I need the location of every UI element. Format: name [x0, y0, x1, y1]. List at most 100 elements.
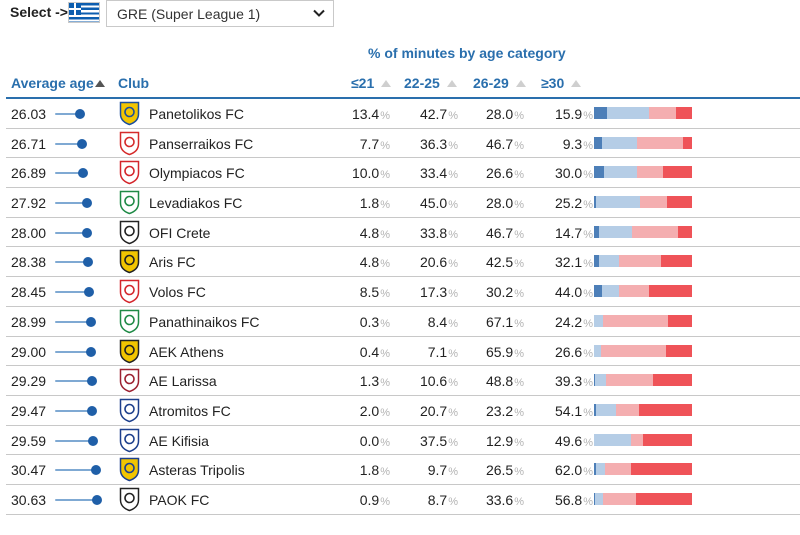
pct-30-plus-value: 39.3: [554, 373, 583, 390]
greece-flag-icon[interactable]: [68, 2, 100, 23]
club-name[interactable]: OFI Crete: [149, 224, 211, 241]
club-name[interactable]: AEK Athens: [149, 343, 224, 360]
club-name[interactable]: Olympiacos FC: [149, 165, 245, 182]
club-name[interactable]: Atromitos FC: [149, 402, 231, 419]
table-row: 29.00 AEK Athens 0.4% 7.1% 65.9% 26.6%: [6, 337, 800, 367]
table-row: 27.92 Levadiakos FC 1.8% 45.0% 28.0% 25.…: [6, 188, 800, 218]
bar-segment-30-plus: [667, 196, 692, 209]
pct-26-29-value: 23.2: [485, 402, 514, 419]
pct-26-29: 26.5%: [480, 462, 524, 478]
pct-30-plus: 49.6%: [549, 433, 593, 449]
bar-segment-30-plus: [662, 166, 692, 179]
sort-22-25-header[interactable]: 22-25: [404, 75, 457, 91]
u21-header-label: ≤21: [351, 75, 375, 91]
club-name[interactable]: Volos FC: [149, 284, 206, 301]
club-name[interactable]: AE Kifisia: [149, 432, 209, 449]
club-name[interactable]: Panathinaikos FC: [149, 313, 260, 330]
pct-26-29: 48.8%: [480, 373, 524, 389]
pct-symbol: %: [380, 495, 390, 508]
age-indicator-track: [55, 113, 77, 115]
sort-average-age-header[interactable]: Average age: [11, 75, 105, 91]
bar-segment-30-plus: [631, 463, 692, 476]
average-age-indicator: [55, 405, 98, 417]
pct-26-29-value: 42.5: [485, 254, 514, 271]
club-name[interactable]: Aris FC: [149, 254, 196, 271]
club-name[interactable]: Panetolikos FC: [149, 106, 244, 122]
pct-symbol: %: [380, 199, 390, 212]
pct-u21-value: 8.5: [359, 284, 380, 301]
club-name[interactable]: PAOK FC: [149, 491, 210, 508]
pct-symbol: %: [448, 377, 458, 390]
pct-22-25-value: 17.3: [419, 284, 448, 301]
league-dropdown-value: GRE (Super League 1): [117, 6, 261, 22]
pct-30-plus: 9.3%: [549, 136, 593, 152]
pct-30-plus-value: 62.0: [554, 462, 583, 479]
pct-22-25: 7.1%: [414, 344, 458, 360]
26-29-header-label: 26-29: [473, 75, 509, 91]
age-distribution-bar: [594, 196, 692, 209]
age-distribution-bar: [594, 374, 692, 387]
pct-u21: 8.5%: [346, 284, 390, 300]
bar-segment-22-25: [602, 285, 620, 298]
sort-30-plus-header[interactable]: ≥30: [541, 75, 582, 91]
pct-symbol: %: [380, 317, 390, 330]
volos-crest-icon: [119, 279, 140, 304]
bar-segment-u21: [594, 374, 596, 387]
age-distribution-bar: [594, 107, 692, 119]
bar-segment-30-plus: [682, 136, 692, 149]
pct-symbol: %: [380, 466, 390, 479]
pct-22-25-value: 8.4: [427, 313, 448, 330]
club-name[interactable]: Asteras Tripolis: [149, 462, 245, 479]
club-name[interactable]: Levadiakos FC: [149, 195, 243, 212]
sort-icon: [381, 80, 392, 87]
pct-symbol: %: [514, 199, 524, 212]
pct-symbol: %: [380, 406, 390, 419]
pct-symbol: %: [514, 466, 524, 479]
pct-22-25: 9.7%: [414, 462, 458, 478]
average-age-header-label: Average age: [11, 75, 94, 91]
age-indicator-dot: [81, 198, 92, 209]
average-age-indicator: [55, 464, 102, 476]
club-name[interactable]: AE Larissa: [149, 373, 217, 390]
age-distribution-bar: [594, 255, 692, 268]
age-indicator-dot: [83, 287, 94, 298]
pct-symbol: %: [448, 110, 458, 122]
age-indicator-dot: [83, 257, 94, 268]
pct-symbol: %: [514, 110, 524, 122]
average-age-indicator: [55, 286, 97, 298]
age-indicator-track: [55, 409, 90, 412]
sort-u21-header[interactable]: ≤21: [351, 75, 392, 91]
table-row: 28.99 Panathinaikos FC 0.3% 8.4% 67.1% 2…: [6, 307, 800, 337]
pct-30-plus: 14.7%: [549, 225, 593, 241]
league-dropdown[interactable]: GRE (Super League 1): [106, 0, 334, 27]
pct-22-25: 8.7%: [414, 492, 458, 508]
pct-u21: 0.0%: [346, 433, 390, 449]
22-25-header-label: 22-25: [404, 75, 440, 91]
age-distribution-bar: [594, 463, 692, 476]
average-age: 29.47: [11, 402, 47, 419]
bar-segment-22-25: [595, 374, 606, 387]
30-plus-header-label: ≥30: [541, 75, 565, 91]
pct-22-25: 42.7%: [414, 106, 458, 122]
club-name[interactable]: Panserraikos FC: [149, 135, 254, 152]
pct-30-plus: 56.8%: [549, 492, 593, 508]
age-indicator-track: [55, 320, 88, 323]
sort-26-29-header[interactable]: 26-29: [473, 75, 526, 91]
age-indicator-dot: [82, 227, 93, 238]
pct-22-25-value: 8.7: [427, 491, 448, 508]
pct-symbol: %: [380, 436, 390, 449]
select-label: Select ->: [10, 4, 68, 20]
pct-22-25: 37.5%: [414, 433, 458, 449]
panetolikos-crest-icon: [119, 101, 140, 126]
club-header-label: Club: [118, 75, 150, 91]
average-age: 28.99: [11, 313, 47, 330]
bar-segment-26-29: [630, 433, 644, 446]
pct-26-29-value: 33.6: [485, 491, 514, 508]
pct-symbol: %: [380, 110, 390, 122]
pct-u21-value: 4.8: [359, 224, 380, 241]
age-indicator-track: [55, 291, 86, 294]
pct-26-29-value: 28.0: [485, 106, 514, 122]
table-row: 28.38 Aris FC 4.8% 20.6% 42.5% 32.1%: [6, 247, 800, 278]
age-indicator-dot: [74, 109, 85, 119]
pct-26-29-value: 12.9: [485, 432, 514, 449]
